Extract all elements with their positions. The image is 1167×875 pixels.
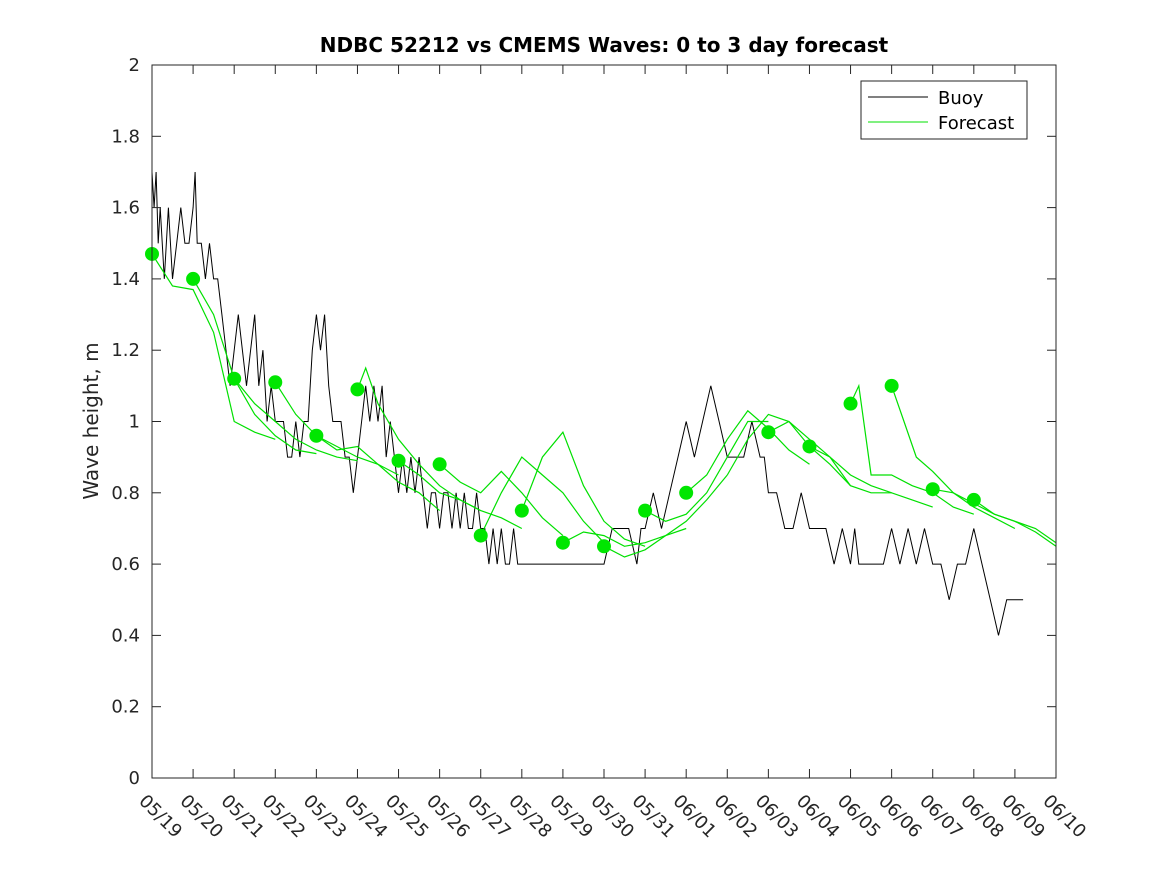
- forecast-line: [480, 456, 605, 544]
- forecast-init-point: [432, 457, 447, 472]
- forecast-init-point: [473, 528, 488, 543]
- forecast-line: [356, 366, 481, 512]
- buoy-line: [151, 171, 1024, 636]
- y-tick-label: 1: [129, 412, 140, 433]
- forecast-init-point: [884, 378, 899, 393]
- forecast-init-point: [391, 453, 406, 468]
- legend-forecast-label: Forecast: [938, 113, 1014, 134]
- forecast-init-point: [966, 492, 981, 507]
- forecast-init-point: [638, 503, 653, 518]
- buoy-series: [151, 171, 1024, 636]
- y-tick-label: 0.2: [111, 697, 140, 718]
- forecast-line: [849, 383, 974, 515]
- y-tick-label: 0.8: [111, 483, 140, 504]
- y-tick-label: 0.4: [111, 625, 140, 646]
- forecast-init-markers: [145, 246, 981, 554]
- y-tick-label: 0.6: [111, 554, 140, 575]
- forecast-series: [151, 253, 1057, 558]
- forecast-init-point: [186, 271, 201, 286]
- forecast-init-point: [597, 539, 611, 554]
- legend: Buoy Forecast: [860, 80, 1028, 140]
- y-axis-label: Wave height, m: [79, 342, 103, 499]
- forecast-line: [809, 445, 933, 508]
- forecast-line: [644, 420, 769, 522]
- y-tick-label: 1.8: [111, 126, 140, 147]
- plot-area: [152, 65, 1056, 778]
- forecast-init-point: [925, 482, 940, 497]
- forecast-init-point: [309, 428, 324, 443]
- y-tick-label: 0: [129, 768, 140, 789]
- forecast-line: [603, 474, 728, 558]
- forecast-line: [973, 499, 1057, 547]
- forecast-line: [685, 409, 810, 494]
- y-tick-label: 1.4: [111, 269, 140, 290]
- forecast-init-point: [350, 382, 365, 397]
- y-tick-label: 1.2: [111, 340, 140, 361]
- forecast-line: [316, 435, 440, 512]
- forecast-line: [891, 385, 1016, 530]
- forecast-line: [151, 253, 276, 440]
- forecast-line: [192, 278, 317, 455]
- forecast-init-point: [679, 485, 694, 500]
- forecast-line: [439, 463, 564, 537]
- forecast-init-point: [227, 371, 242, 386]
- y-tick-label: 1.6: [111, 198, 140, 219]
- chart-title: NDBC 52212 vs CMEMS Waves: 0 to 3 day fo…: [320, 33, 889, 57]
- y-axis: 0 0.2 0.4 0.6 0.8 1 1.2 1.4 1.6 1.8 2: [111, 55, 1056, 789]
- forecast-init-point: [555, 535, 570, 550]
- forecast-line: [521, 431, 646, 547]
- y-tick-label: 2: [129, 55, 140, 76]
- forecast-init-point: [514, 503, 529, 518]
- forecast-line: [233, 378, 358, 462]
- legend-buoy-label: Buoy: [938, 88, 984, 109]
- forecast-init-point: [843, 396, 858, 411]
- legend-box: [860, 80, 1028, 140]
- forecast-init-point: [268, 375, 283, 390]
- forecast-init-point: [761, 425, 776, 440]
- forecast-line: [398, 460, 523, 530]
- forecast-init-point: [802, 439, 817, 454]
